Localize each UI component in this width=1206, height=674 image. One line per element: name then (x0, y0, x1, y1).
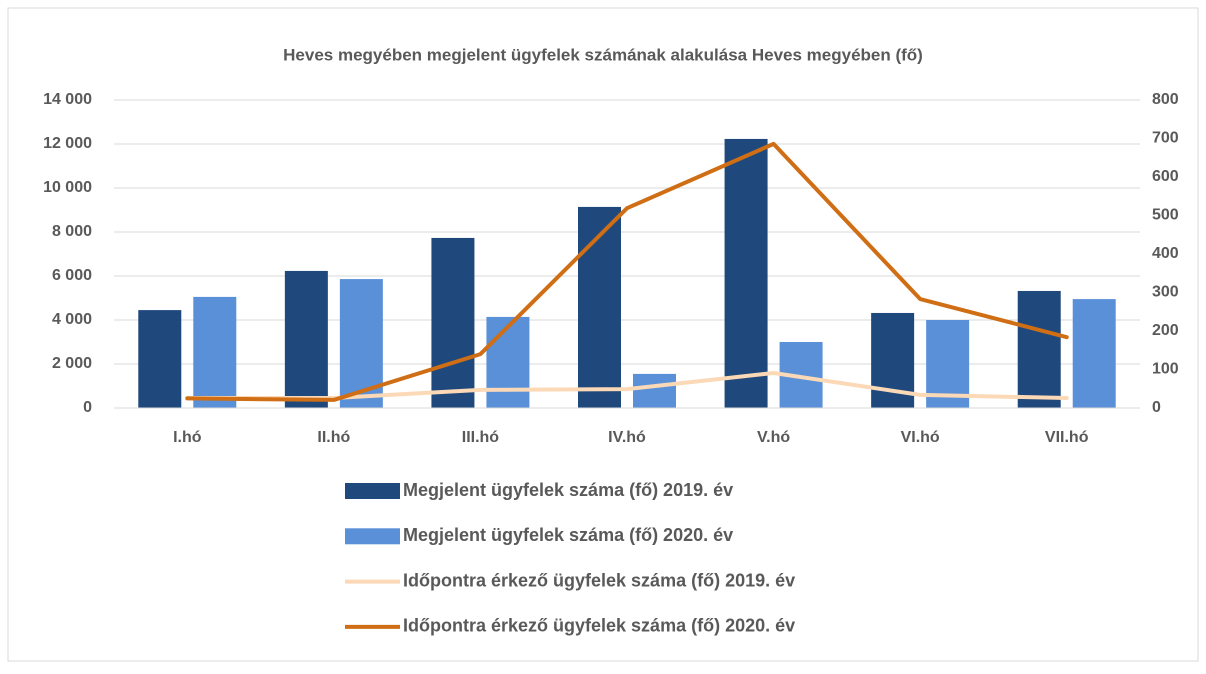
y-tick-label: 6 000 (52, 267, 92, 284)
y-tick-label: 14 000 (43, 91, 92, 108)
bar (724, 138, 768, 408)
legend-label: Időpontra érkező ügyfelek száma (fő) 201… (403, 570, 795, 590)
y2-tick-label: 300 (1152, 284, 1179, 301)
bar (1017, 290, 1061, 408)
y2-tick-label: 800 (1152, 91, 1179, 108)
y-tick-label: 8 000 (52, 223, 92, 240)
x-tick-label: III.hó (462, 429, 500, 446)
y2-tick-label: 400 (1152, 245, 1179, 262)
y-tick-label: 4 000 (52, 311, 92, 328)
bar (1072, 299, 1116, 408)
legend-swatch (345, 528, 400, 545)
y2-tick-label: 500 (1152, 207, 1179, 224)
y-tick-label: 12 000 (43, 135, 92, 152)
legend-label: Időpontra érkező ügyfelek száma (fő) 202… (403, 616, 795, 636)
x-tick-label: II.hó (317, 429, 350, 446)
bar (138, 310, 182, 408)
bar (284, 270, 328, 408)
y2-tick-label: 100 (1152, 361, 1179, 378)
bar (486, 316, 530, 408)
bar (431, 237, 475, 408)
y2-tick-label: 0 (1152, 399, 1161, 416)
bar (633, 373, 676, 408)
chart-title: Heves megyében megjelent ügyfelek számán… (283, 45, 923, 64)
y2-tick-label: 200 (1152, 322, 1179, 339)
y-tick-label: 0 (83, 399, 92, 416)
legend-label: Megjelent ügyfelek száma (fő) 2020. év (403, 525, 733, 545)
x-tick-label: VII.hó (1045, 429, 1089, 446)
bar (578, 206, 621, 408)
x-tick-label: VI.hó (901, 429, 940, 446)
y2-tick-label: 600 (1152, 168, 1179, 185)
y2-tick-label: 700 (1152, 130, 1179, 147)
bar (193, 296, 237, 408)
x-tick-label: IV.hó (608, 429, 646, 446)
line (185, 141, 1069, 402)
y-tick-label: 2 000 (52, 355, 92, 372)
x-tick-label: I.hó (173, 429, 202, 446)
y-tick-label: 10 000 (43, 179, 92, 196)
legend-swatch (345, 483, 400, 499)
x-tick-label: V.hó (757, 429, 790, 446)
legend-label: Megjelent ügyfelek száma (fő) 2019. év (403, 480, 733, 500)
